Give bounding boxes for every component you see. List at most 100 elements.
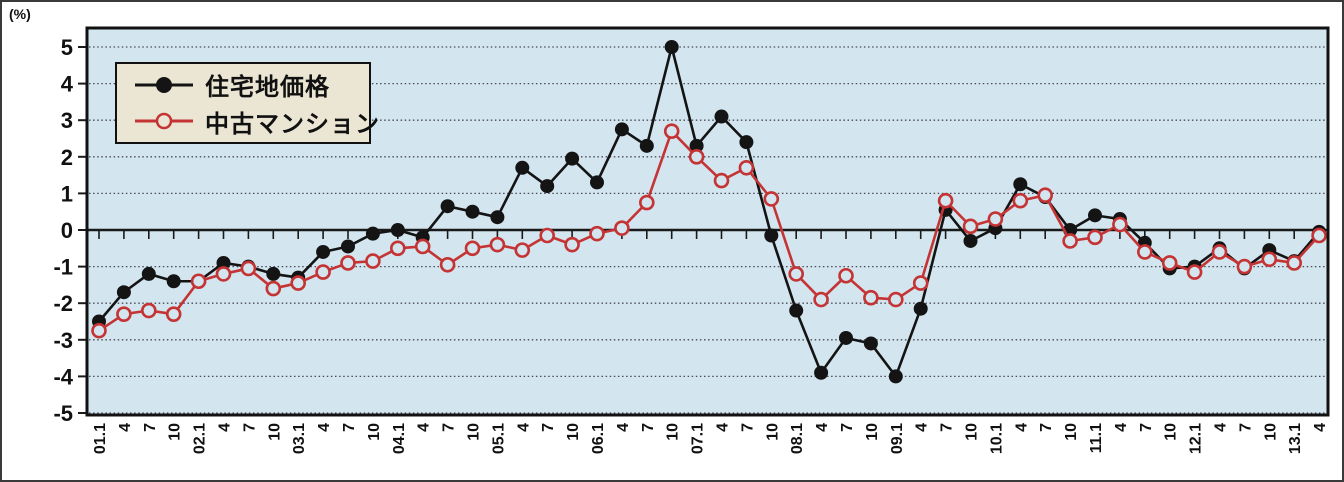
x-axis-label: 10	[366, 423, 383, 441]
legend-label: 中古マンション	[205, 110, 380, 138]
x-axis-label: 7	[540, 423, 557, 432]
x-axis-label: 08.1	[789, 423, 806, 454]
data-point-filled-circle	[888, 369, 903, 384]
data-point-open-circle	[365, 253, 381, 269]
data-point-open-circle	[315, 264, 331, 280]
data-point-filled-circle	[1013, 177, 1028, 192]
data-point-open-circle	[240, 260, 257, 277]
data-point-open-circle	[863, 289, 879, 306]
x-axis-label: 4	[217, 423, 234, 432]
x-axis-label: 01.1	[92, 423, 109, 454]
x-axis-label: 04.1	[391, 423, 408, 454]
x-axis-label: 13.1	[1287, 423, 1304, 454]
data-point-open-circle	[340, 255, 356, 271]
legend-item-residential-land: 住宅地価格	[133, 67, 369, 102]
data-point-open-circle	[389, 240, 406, 257]
data-point-open-circle	[1037, 187, 1053, 204]
data-point-open-circle	[1236, 258, 1253, 275]
x-axis-label: 10	[565, 423, 582, 441]
data-point-filled-circle	[739, 135, 754, 150]
data-point-open-circle	[663, 123, 680, 139]
data-point-open-circle	[489, 236, 506, 253]
data-point-filled-circle	[714, 109, 729, 124]
x-axis-label: 10	[864, 423, 881, 441]
data-point-open-circle	[589, 225, 605, 242]
x-axis-label: 4	[715, 423, 732, 432]
x-axis-label: 10	[665, 423, 682, 441]
data-point-filled-circle	[565, 151, 580, 166]
data-point-open-circle	[1261, 251, 1278, 268]
data-point-open-circle	[165, 306, 182, 322]
data-point-filled-circle	[1088, 208, 1102, 223]
x-axis-label: 10	[1063, 423, 1080, 441]
y-axis-label: -5	[53, 401, 73, 426]
x-axis-label: 7	[341, 423, 358, 432]
data-point-filled-circle	[440, 199, 455, 214]
y-axis-label: 4	[61, 72, 74, 97]
data-point-open-circle	[439, 256, 456, 273]
data-point-open-circle	[1161, 255, 1178, 271]
data-point-filled-circle	[490, 210, 505, 225]
x-axis-label: 4	[914, 423, 931, 432]
data-point-open-circle	[1112, 216, 1128, 233]
data-point-open-circle	[738, 159, 755, 176]
x-axis-label: 03.1	[291, 423, 308, 454]
x-axis-label: 4	[117, 423, 134, 432]
data-point-filled-circle	[664, 40, 679, 54]
x-axis-label: 10	[266, 423, 283, 441]
data-point-open-circle	[838, 267, 854, 284]
x-axis-label: 7	[1138, 423, 1155, 432]
data-point-filled-circle	[141, 266, 156, 281]
data-point-filled-circle	[590, 175, 604, 190]
data-point-open-circle	[614, 220, 630, 236]
data-point-open-circle	[713, 172, 730, 189]
data-point-open-circle	[539, 227, 556, 244]
data-point-open-circle	[1137, 244, 1153, 260]
data-point-open-circle	[215, 266, 232, 282]
data-point-open-circle	[688, 149, 705, 165]
y-axis-label: 1	[61, 181, 73, 206]
x-axis-label: 7	[241, 423, 258, 432]
data-point-open-circle	[290, 275, 307, 291]
data-point-open-circle	[1311, 227, 1327, 244]
data-point-open-circle	[1186, 264, 1203, 280]
y-axis-label: -4	[53, 364, 73, 389]
y-axis-label: -3	[53, 328, 73, 353]
data-point-open-circle	[962, 218, 979, 235]
x-axis-label: 10	[1163, 423, 1180, 441]
data-point-filled-circle	[116, 285, 131, 300]
data-point-filled-circle	[839, 330, 853, 345]
x-axis-label: 7	[441, 423, 458, 432]
x-axis-label: 06.1	[590, 423, 607, 454]
data-point-open-circle	[464, 240, 481, 257]
x-axis-label: 10	[466, 423, 483, 441]
x-axis-label: 02.1	[192, 423, 209, 454]
data-point-open-circle	[1062, 233, 1078, 249]
x-axis-label: 10.1	[988, 423, 1005, 454]
filled-circle-marker-icon	[135, 76, 193, 93]
data-point-open-circle	[912, 275, 929, 291]
data-point-filled-circle	[465, 204, 480, 219]
y-axis-label: -1	[53, 255, 73, 280]
data-point-open-circle	[141, 302, 157, 319]
x-axis-label: 4	[416, 423, 433, 432]
data-point-open-circle	[91, 322, 107, 339]
x-axis-label: 4	[1312, 423, 1329, 432]
x-axis-label: 07.1	[690, 423, 707, 454]
data-point-filled-circle	[540, 179, 555, 194]
data-point-open-circle	[638, 194, 655, 211]
data-point-open-circle	[514, 242, 531, 258]
x-axis-label: 4	[316, 423, 333, 432]
data-point-filled-circle	[341, 239, 355, 254]
data-point-open-circle	[414, 238, 431, 255]
legend: 住宅地価格 中古マンション	[115, 62, 379, 144]
legend-label: 住宅地価格	[205, 74, 330, 102]
data-point-open-circle	[813, 291, 829, 308]
x-axis-label: 7	[739, 423, 756, 432]
data-point-filled-circle	[814, 365, 829, 380]
legend-item-used-condo: 中古マンション	[133, 104, 379, 139]
y-axis-unit-label: (%)	[9, 6, 31, 22]
data-point-open-circle	[887, 291, 904, 308]
data-point-filled-circle	[166, 274, 181, 289]
